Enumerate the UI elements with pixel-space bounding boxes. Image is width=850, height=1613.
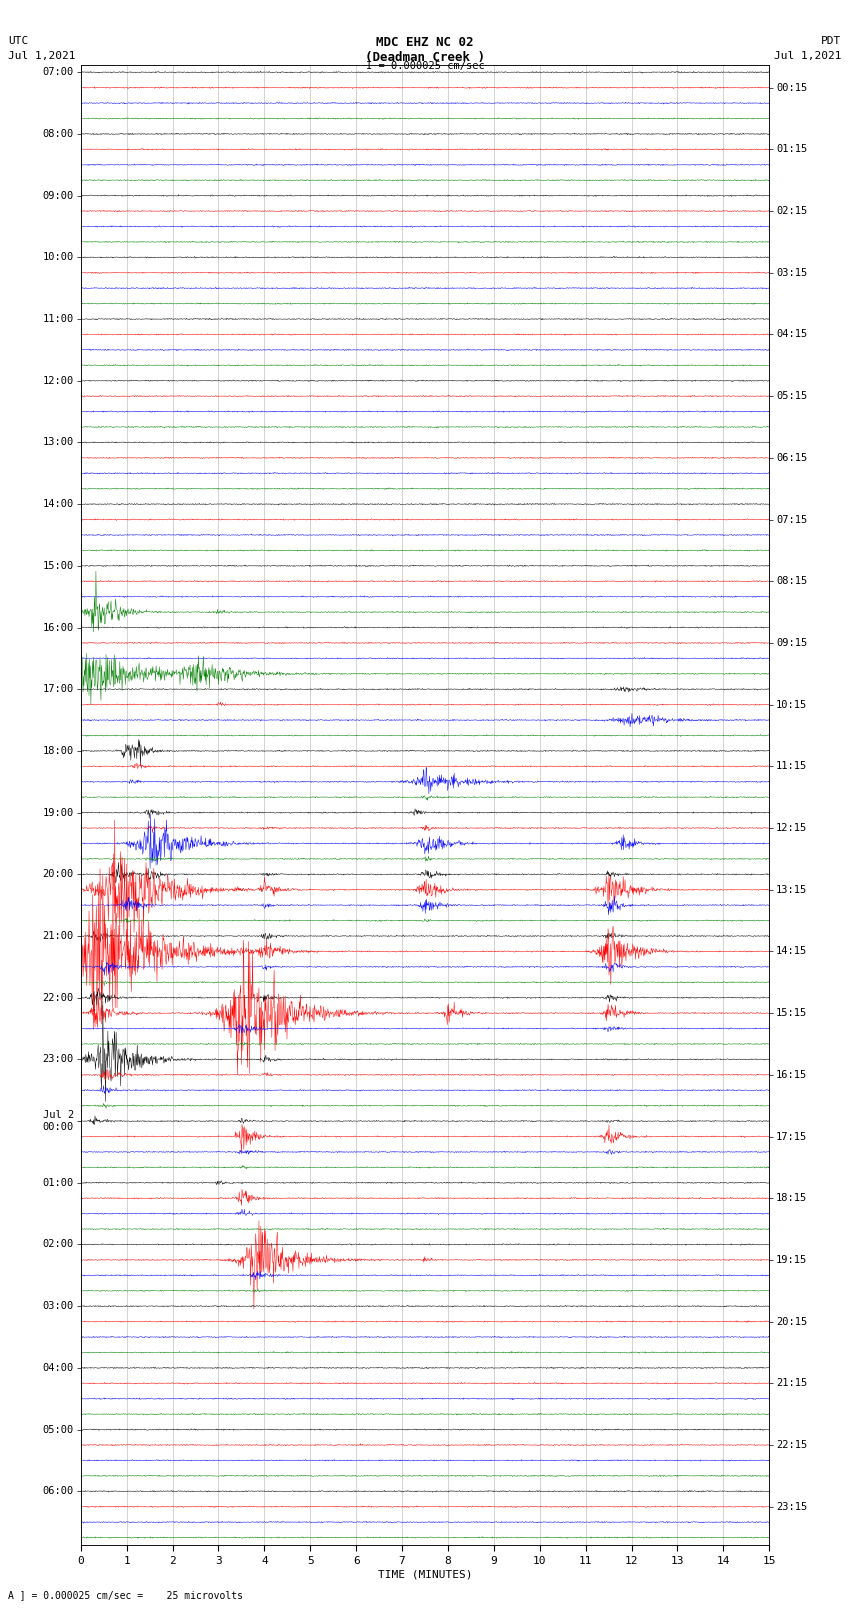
Text: MDC EHZ NC 02: MDC EHZ NC 02 <box>377 37 473 50</box>
Text: (Deadman Creek ): (Deadman Creek ) <box>365 50 485 65</box>
Text: A ] = 0.000025 cm/sec =    25 microvolts: A ] = 0.000025 cm/sec = 25 microvolts <box>8 1590 243 1600</box>
Text: PDT: PDT <box>821 37 842 47</box>
Text: Jul 1,2021: Jul 1,2021 <box>774 50 842 61</box>
Text: Jul 1,2021: Jul 1,2021 <box>8 50 76 61</box>
X-axis label: TIME (MINUTES): TIME (MINUTES) <box>377 1569 473 1579</box>
Text: UTC: UTC <box>8 37 29 47</box>
Text: I = 0.000025 cm/sec: I = 0.000025 cm/sec <box>366 61 484 71</box>
